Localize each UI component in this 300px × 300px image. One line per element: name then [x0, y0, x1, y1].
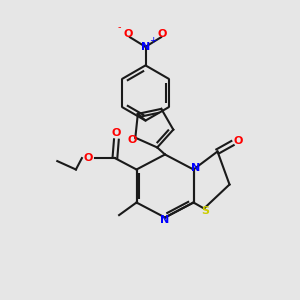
Text: N: N — [191, 163, 200, 173]
Text: N: N — [141, 42, 150, 52]
Text: O: O — [83, 153, 93, 163]
Text: O: O — [158, 28, 167, 39]
Text: O: O — [128, 135, 137, 145]
Text: +: + — [149, 36, 157, 45]
Text: S: S — [202, 206, 209, 217]
Text: O: O — [234, 136, 243, 146]
Text: -: - — [118, 22, 121, 32]
Text: O: O — [112, 128, 121, 139]
Text: N: N — [160, 215, 169, 225]
Text: O: O — [124, 28, 133, 39]
